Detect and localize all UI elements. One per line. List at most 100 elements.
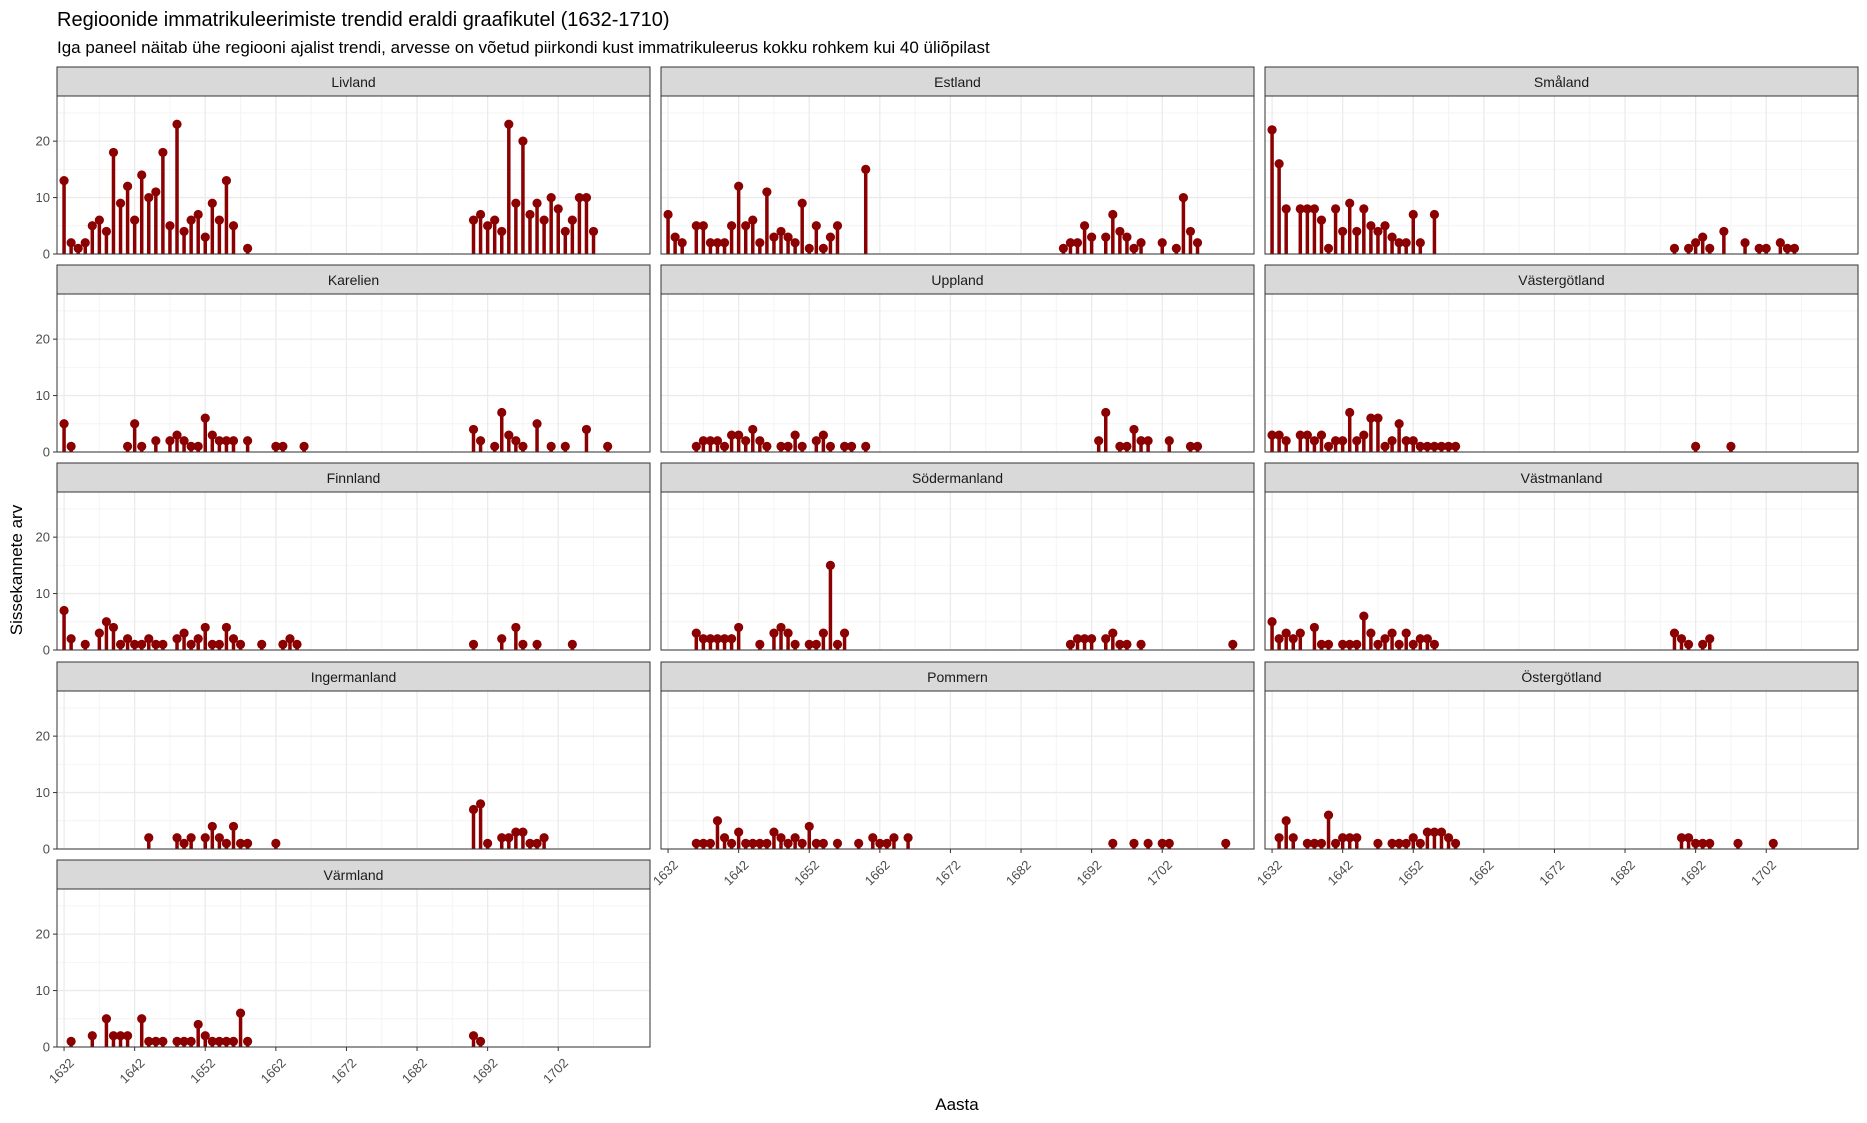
strip-varmland	[56, 859, 651, 890]
lollipop-point	[475, 436, 486, 446]
lollipop-point	[235, 639, 246, 649]
lollipop-point	[468, 424, 479, 435]
lollipop-point	[1185, 441, 1196, 451]
panel-border	[1264, 293, 1859, 453]
lollipop-point	[698, 838, 708, 848]
lollipop-point	[726, 430, 737, 440]
lollipop-point	[776, 226, 786, 237]
plot-area-varmland	[57, 889, 650, 1047]
lollipop-point	[811, 639, 821, 649]
lollipop-point	[1171, 243, 1181, 253]
chart-title: Regioonide immatrikuleerimiste trendid e…	[57, 9, 670, 31]
lollipop-point	[66, 634, 76, 644]
lollipop-point	[158, 1036, 168, 1046]
lollipop-point	[847, 441, 857, 451]
lollipop-point	[790, 639, 800, 649]
lollipop-point	[122, 181, 133, 191]
lollipop-point	[1669, 628, 1680, 638]
lollipop-point	[137, 170, 147, 180]
lollipop-point	[875, 838, 885, 848]
lollipop-point	[200, 1031, 210, 1041]
plot-area-finnland	[57, 492, 650, 650]
lollipop-point	[1316, 838, 1327, 848]
lollipop-point	[1705, 243, 1715, 253]
strip-livland	[56, 66, 651, 97]
lollipop-point	[130, 215, 140, 225]
lollipop-point	[151, 1036, 161, 1046]
lollipop-point	[670, 232, 680, 242]
lollipop-point	[504, 119, 514, 129]
lollipop-point	[1345, 639, 1355, 649]
lollipop-point	[769, 628, 779, 638]
lollipop-point	[783, 441, 793, 451]
lollipop-point	[769, 827, 779, 837]
plot-area-estland	[661, 96, 1254, 254]
lollipop-point	[546, 192, 556, 203]
lollipop-point	[235, 838, 246, 848]
lollipop-point	[1302, 430, 1312, 440]
lollipop-point	[1352, 436, 1362, 446]
lollipop-point	[790, 238, 800, 248]
plot-area-ostergotland	[1265, 691, 1858, 849]
lollipop-point	[1338, 639, 1348, 649]
lollipop-point	[1683, 243, 1694, 253]
panel-ingermanland: Ingermanland 0 10 20	[36, 661, 651, 857]
lollipop-point	[1387, 628, 1397, 638]
lollipop-point	[1683, 639, 1694, 649]
lollipop-point	[755, 238, 765, 248]
lollipop-point	[228, 821, 239, 832]
lollipop-point	[1072, 238, 1083, 248]
lollipop-point	[1323, 441, 1334, 451]
x-tick-label: 1702	[1144, 857, 1175, 888]
lollipop-point	[748, 838, 758, 848]
lollipop-point	[179, 436, 189, 446]
lollipop-point	[1065, 639, 1076, 649]
strip-label-vastmanland: Västmanland	[1521, 470, 1603, 486]
lollipop-point	[468, 639, 479, 649]
lollipop-point	[200, 622, 210, 633]
lollipop-point	[698, 634, 708, 644]
lollipop-point	[483, 221, 493, 231]
x-tick-label: 1662	[862, 857, 893, 888]
lollipop-point	[1359, 204, 1369, 214]
lollipop-point	[783, 232, 793, 242]
lollipop-point	[719, 634, 730, 644]
lollipop-point	[221, 1036, 232, 1046]
lollipop-point	[532, 838, 542, 848]
plot-area-uppland	[661, 294, 1254, 452]
lollipop-point	[797, 198, 807, 208]
lollipop-point	[1157, 238, 1167, 248]
lollipop-point	[1373, 226, 1383, 237]
lollipop-point	[1330, 838, 1341, 848]
lollipop-point	[1079, 634, 1090, 644]
lollipop-point	[1323, 243, 1334, 253]
lollipop-point	[1058, 243, 1068, 253]
panel-border	[56, 690, 651, 850]
lollipop-point	[228, 221, 239, 231]
lollipop-point	[137, 1014, 147, 1024]
plot-area-sodermanland	[661, 492, 1254, 650]
lollipop-point	[1281, 628, 1291, 638]
lollipop-point	[1330, 436, 1341, 446]
lollipop-point	[108, 622, 119, 633]
lollipop-point	[1309, 838, 1320, 848]
lollipop-point	[581, 424, 592, 435]
lollipop-point	[1415, 441, 1425, 451]
x-tick-label: 1652	[791, 857, 822, 888]
lollipop-point	[861, 164, 871, 174]
lollipop-point	[1691, 238, 1701, 248]
lollipop-point	[243, 436, 253, 446]
lollipop-point	[285, 634, 295, 644]
panel-finnland: Finnland 0 10 20	[36, 462, 651, 658]
lollipop-point	[1122, 441, 1132, 451]
lollipop-point	[186, 441, 196, 451]
lollipop-point	[726, 221, 737, 231]
lollipop-point	[1352, 639, 1362, 649]
panel-border	[660, 690, 1255, 850]
x-tick-label: 1692	[1073, 857, 1104, 888]
strip-label-estland: Estland	[934, 74, 981, 90]
lollipop-point	[1761, 243, 1771, 253]
lollipop-point	[122, 634, 133, 644]
lollipop-point	[839, 628, 850, 638]
lollipop-point	[1129, 424, 1139, 435]
